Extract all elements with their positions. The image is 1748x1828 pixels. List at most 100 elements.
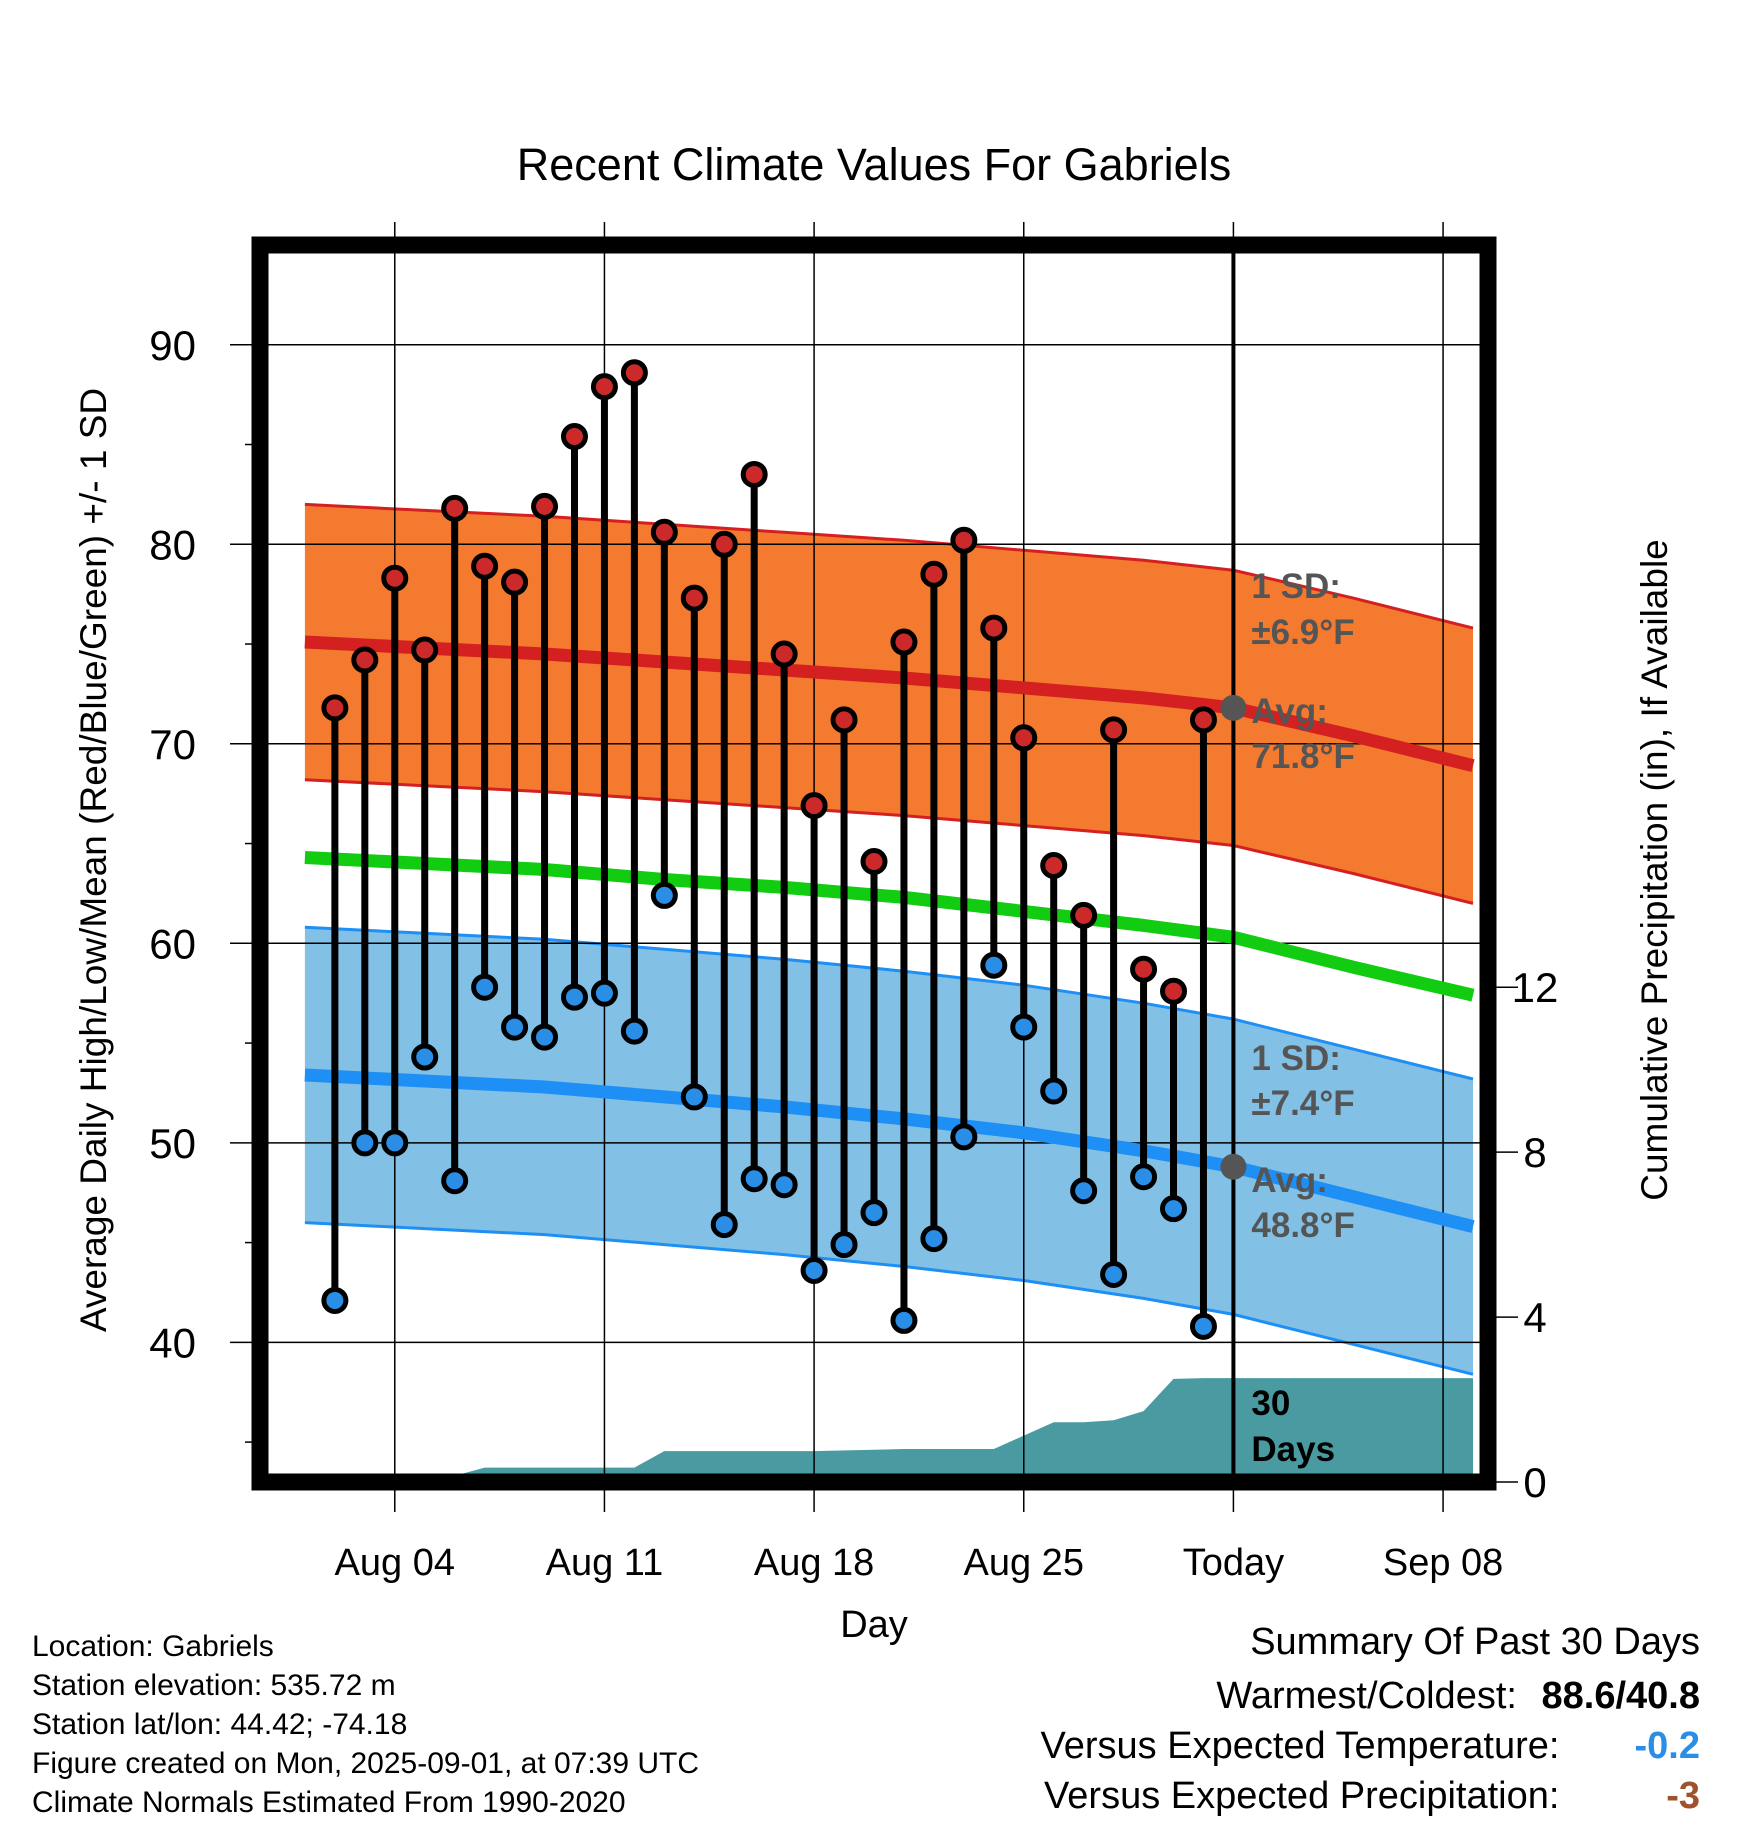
daily-high-point (680, 584, 708, 612)
daily-high-point (650, 518, 678, 546)
daily-high-point (590, 373, 618, 401)
daily-high-point (800, 792, 828, 820)
daily-high-point (950, 526, 978, 554)
low-avg-value-annotation: 48.8°F (1251, 1206, 1355, 1245)
daily-high-point (830, 706, 858, 734)
high-sd-value-annotation: ±6.9°F (1251, 613, 1354, 652)
daily-low-point (620, 1017, 648, 1045)
normals-text: Climate Normals Estimated From 1990-2020 (32, 1786, 626, 1819)
precip-vs-expected-value: -3 (1666, 1775, 1700, 1817)
daily-high-point (620, 359, 648, 387)
daily-high-point (560, 423, 588, 451)
summary-title: Summary Of Past 30 Days (1250, 1621, 1700, 1663)
high-avg-annotation: Avg: (1251, 692, 1327, 731)
daily-low-point (920, 1225, 948, 1253)
daily-low-point (351, 1129, 379, 1157)
x-tick-label: Today (1183, 1542, 1284, 1584)
daily-low-point (471, 973, 499, 1001)
daily-high-point (740, 460, 768, 488)
daily-high-point (381, 564, 409, 592)
y-tick-label: 80 (149, 521, 196, 568)
daily-low-point (980, 951, 1008, 979)
y2-tick-label: 8 (1523, 1129, 1546, 1176)
daily-low-point (680, 1083, 708, 1111)
daily-low-point (1130, 1163, 1158, 1191)
daily-low-point (950, 1123, 978, 1151)
y-tick-label: 70 (149, 721, 196, 768)
daily-low-point (710, 1211, 738, 1239)
precip-vs-expected-label: Versus Expected Precipitation: (1044, 1775, 1560, 1817)
daily-low-point (1160, 1195, 1188, 1223)
daily-low-point (381, 1129, 409, 1157)
daily-high-point (531, 492, 559, 520)
latlon-text: Station lat/lon: 44.42; -74.18 (32, 1708, 408, 1741)
daily-high-point (321, 694, 349, 722)
daily-high-point (1100, 716, 1128, 744)
daily-low-point (890, 1306, 918, 1334)
daily-low-point (830, 1231, 858, 1259)
daily-high-point (1010, 724, 1038, 752)
daily-high-point (411, 636, 439, 664)
y-axis-label: Average Daily High/Low/Mean (Red/Blue/Gr… (73, 388, 114, 1332)
daily-low-point (860, 1199, 888, 1227)
daily-low-point (531, 1023, 559, 1051)
y-tick-label: 60 (149, 920, 196, 967)
y2-tick-label: 4 (1523, 1294, 1546, 1341)
daily-high-point (980, 614, 1008, 642)
daily-low-point (800, 1257, 828, 1285)
y-tick-label: 50 (149, 1120, 196, 1167)
daily-high-point (710, 530, 738, 558)
daily-low-point (1070, 1177, 1098, 1205)
x-tick-label: Sep 08 (1383, 1542, 1503, 1584)
daily-low-point (740, 1165, 768, 1193)
daily-high-point (1189, 706, 1217, 734)
low-sd-value-annotation: ±7.4°F (1251, 1084, 1354, 1123)
daily-high-point (890, 628, 918, 656)
daily-low-point (1040, 1077, 1068, 1105)
daily-high-point (351, 646, 379, 674)
daily-high-point (1070, 901, 1098, 929)
high-sd-annotation: 1 SD: (1251, 567, 1340, 606)
summary-warmest-row: Warmest/Coldest: 88.6/40.8 (1216, 1675, 1700, 1718)
today-normal-high-point (1220, 694, 1247, 721)
normal-low-sd-band (304, 927, 1473, 1375)
plot-frame (251, 236, 1497, 1491)
y2-tick-label: 12 (1512, 964, 1559, 1011)
y2-axis-label: Cumulative Precipitation (in), If Availa… (1634, 539, 1675, 1201)
cumulative-precip-area (304, 1378, 1473, 1482)
daily-low-point (441, 1167, 469, 1195)
summary-precip-row: Versus Expected Precipitation: -3 (1044, 1775, 1700, 1818)
temp-vs-expected-label: Versus Expected Temperature: (1040, 1725, 1560, 1767)
high-avg-value-annotation: 71.8°F (1251, 737, 1355, 776)
daily-high-point (1160, 977, 1188, 1005)
x-tick-label: Aug 18 (754, 1542, 874, 1584)
temp-vs-expected-value: -0.2 (1634, 1725, 1700, 1767)
daily-high-point (920, 560, 948, 588)
x-tick-label: Aug 11 (546, 1542, 664, 1584)
low-avg-annotation: Avg: (1251, 1161, 1327, 1200)
warmest-label: Warmest/Coldest: (1216, 1675, 1517, 1717)
x-axis-label: Day (840, 1604, 908, 1646)
days-count-annotation: 30 (1251, 1384, 1290, 1423)
daily-low-point (411, 1043, 439, 1071)
normal-high-upper-edge (304, 502, 1474, 630)
daily-high-point (860, 848, 888, 876)
daily-low-point (1010, 1013, 1038, 1041)
chart-title: Recent Climate Values For Gabriels (517, 139, 1231, 190)
created-text: Figure created on Mon, 2025-09-01, at 07… (32, 1747, 700, 1780)
daily-high-point (471, 552, 499, 580)
daily-low-point (1189, 1312, 1217, 1340)
x-tick-label: Aug 04 (335, 1542, 455, 1584)
days-label-annotation: Days (1251, 1430, 1335, 1469)
y2-tick-label: 0 (1523, 1459, 1546, 1506)
plot-area: 40 50 60 70 80 90 0 4 8 12 Aug 04 Aug 11 Aug 18 Aug 2… (149, 222, 1558, 1584)
y-tick-label: 40 (149, 1319, 196, 1366)
warmest-value: 88.6/40.8 (1541, 1675, 1700, 1717)
daily-low-point (590, 979, 618, 1007)
elevation-text: Station elevation: 535.72 m (32, 1669, 396, 1702)
daily-high-point (1040, 851, 1068, 879)
y-tick-label: 90 (149, 322, 196, 369)
low-sd-annotation: 1 SD: (1251, 1039, 1340, 1078)
daily-low-point (1100, 1261, 1128, 1289)
